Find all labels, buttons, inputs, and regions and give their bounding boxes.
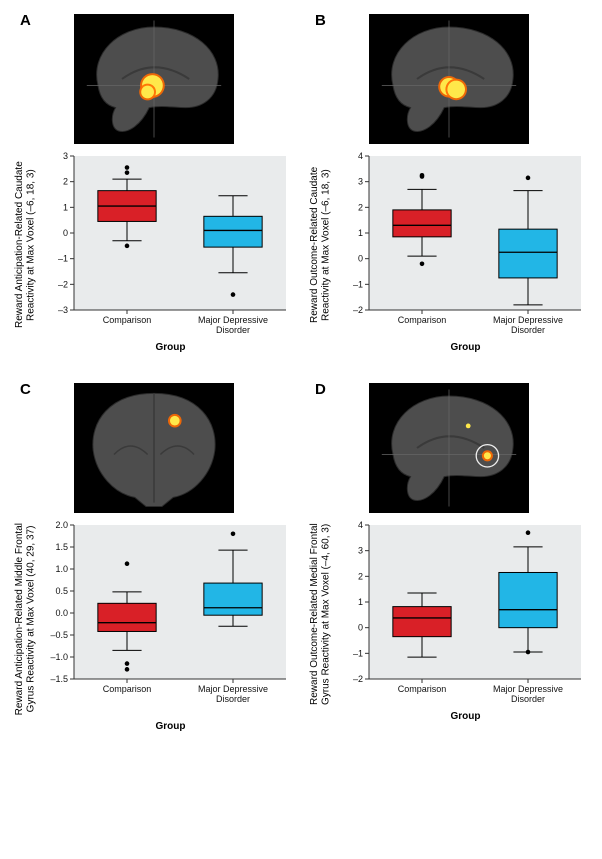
panel-B: B Reward Outcome-Related CaudateReactivi…	[307, 12, 590, 353]
xlabel-C: Group	[46, 721, 295, 732]
svg-text:3: 3	[358, 177, 363, 187]
panel-letter-D: D	[315, 381, 326, 398]
svg-text:4: 4	[358, 151, 363, 161]
svg-text:–0.5: –0.5	[50, 630, 68, 640]
svg-text:Comparison: Comparison	[398, 684, 447, 694]
svg-text:1: 1	[358, 228, 363, 238]
brain-image-A	[12, 14, 295, 144]
svg-text:Major Depressive: Major Depressive	[198, 684, 268, 694]
brain-slice-svg	[369, 383, 529, 513]
svg-text:Comparison: Comparison	[103, 315, 152, 325]
svg-text:–1: –1	[353, 279, 363, 289]
brain-slice-svg	[369, 14, 529, 144]
svg-text:Major Depressive: Major Depressive	[493, 684, 563, 694]
svg-text:2.0: 2.0	[55, 520, 68, 530]
svg-text:–1.5: –1.5	[50, 674, 68, 684]
svg-text:Major Depressive: Major Depressive	[493, 315, 563, 325]
svg-text:1.5: 1.5	[55, 542, 68, 552]
panel-D: D Reward Outcome-Related Medial FrontalG…	[307, 381, 590, 732]
boxplot-svg-A: –3 –2 –1 0 1 2 3 Comparison Major DepressiveDiso…	[39, 150, 295, 340]
svg-text:–3: –3	[58, 305, 68, 315]
svg-text:Disorder: Disorder	[511, 325, 545, 335]
brain-image-C	[12, 383, 295, 513]
ylabel-A: Reward Anticipation-Related CaudateReact…	[12, 150, 39, 340]
svg-text:2: 2	[63, 177, 68, 187]
panel-A: A Reward Anticipation-Related CaudateRea…	[12, 12, 295, 353]
svg-text:0.5: 0.5	[55, 586, 68, 596]
svg-text:1: 1	[358, 597, 363, 607]
svg-text:Comparison: Comparison	[103, 684, 152, 694]
svg-text:–2: –2	[353, 674, 363, 684]
panel-letter-C: C	[20, 381, 31, 398]
boxplot-svg-D: –2 –1 0 1 2 3 4 Comparison Major DepressiveDisor…	[334, 519, 590, 709]
svg-text:3: 3	[358, 546, 363, 556]
svg-text:0.0: 0.0	[55, 608, 68, 618]
svg-text:Disorder: Disorder	[216, 325, 250, 335]
boxplot-area-B: Reward Outcome-Related CaudateReactivity…	[307, 150, 590, 340]
ylabel-D: Reward Outcome-Related Medial FrontalGyr…	[307, 519, 334, 709]
xlabel-A: Group	[46, 342, 295, 353]
figure-grid: A Reward Anticipation-Related CaudateRea…	[12, 12, 590, 732]
svg-text:Disorder: Disorder	[511, 694, 545, 704]
boxplot-svg-C: –1.5 –1.0 –0.5 0.0 0.5 1.0 1.5 2.0 Comparison Maj…	[39, 519, 295, 709]
svg-text:0: 0	[358, 254, 363, 264]
boxplot-area-A: Reward Anticipation-Related CaudateReact…	[12, 150, 295, 340]
xlabel-B: Group	[341, 342, 590, 353]
svg-text:3: 3	[63, 151, 68, 161]
svg-text:2: 2	[358, 571, 363, 581]
svg-text:Disorder: Disorder	[216, 694, 250, 704]
panel-letter-A: A	[20, 12, 31, 29]
svg-text:–1: –1	[353, 648, 363, 658]
boxplot-area-C: Reward Anticipation-Related Middle Front…	[12, 519, 295, 719]
svg-text:Comparison: Comparison	[398, 315, 447, 325]
svg-text:4: 4	[358, 520, 363, 530]
svg-text:–1: –1	[58, 254, 68, 264]
panel-C: C Reward Anticipation-Related Middle Fro…	[12, 381, 295, 732]
svg-text:–2: –2	[58, 279, 68, 289]
svg-text:1: 1	[63, 202, 68, 212]
ylabel-C: Reward Anticipation-Related Middle Front…	[12, 519, 39, 719]
ylabel-B: Reward Outcome-Related CaudateReactivity…	[307, 150, 334, 340]
brain-image-D	[307, 383, 590, 513]
svg-text:1.0: 1.0	[55, 564, 68, 574]
boxplot-svg-B: –2 –1 0 1 2 3 4 Comparison Major DepressiveDisor…	[334, 150, 590, 340]
svg-text:2: 2	[358, 202, 363, 212]
svg-text:–2: –2	[353, 305, 363, 315]
xlabel-D: Group	[341, 711, 590, 722]
svg-text:0: 0	[358, 623, 363, 633]
svg-text:–1.0: –1.0	[50, 652, 68, 662]
boxplot-area-D: Reward Outcome-Related Medial FrontalGyr…	[307, 519, 590, 709]
svg-text:0: 0	[63, 228, 68, 238]
brain-slice-svg	[74, 14, 234, 144]
brain-slice-svg	[74, 383, 234, 513]
svg-text:Major Depressive: Major Depressive	[198, 315, 268, 325]
brain-image-B	[307, 14, 590, 144]
panel-letter-B: B	[315, 12, 326, 29]
